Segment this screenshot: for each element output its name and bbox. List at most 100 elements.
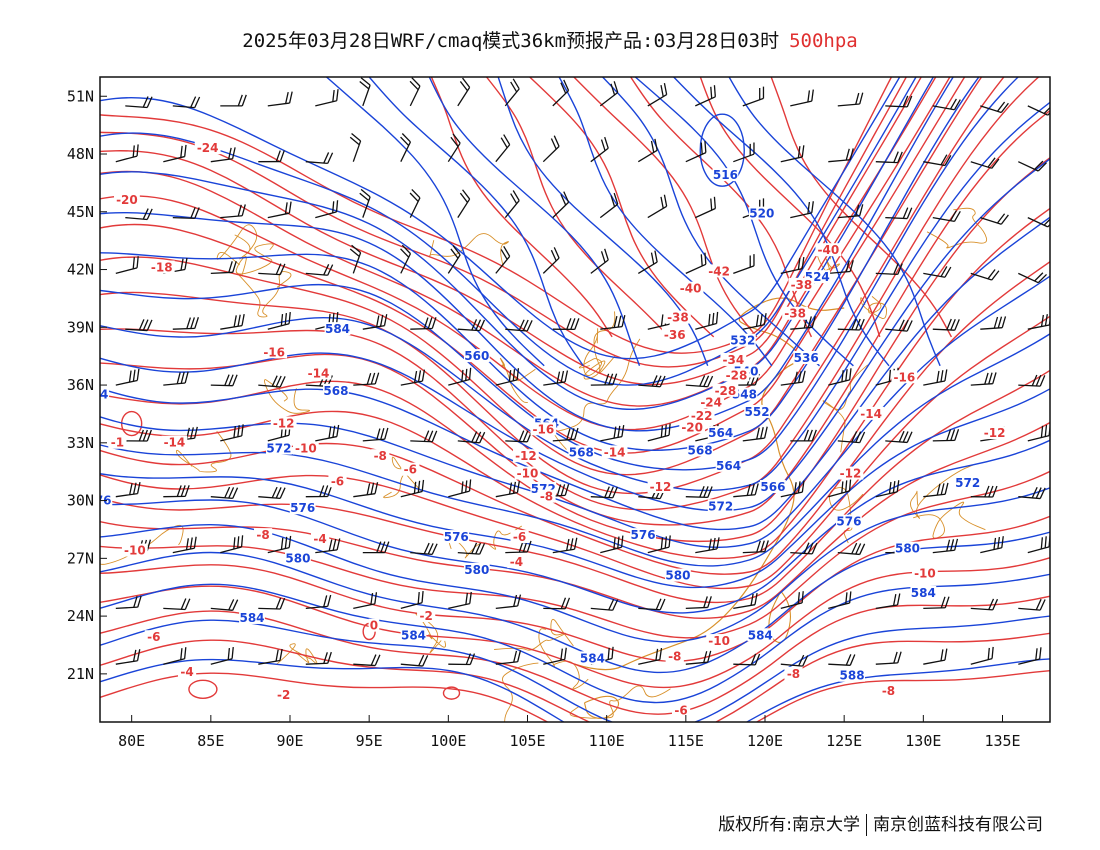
lon-tick-label: 90E (276, 732, 303, 750)
wind-barb (980, 316, 1007, 330)
wind-barb (923, 482, 949, 498)
wind-barb (353, 482, 379, 498)
wind-barb-shape (125, 429, 152, 442)
wind-barb-feather (384, 427, 389, 440)
wind-barb-feather (275, 263, 282, 275)
wind-barb (457, 431, 486, 444)
temperature-label-bg (679, 420, 706, 434)
wind-barb-feather (756, 427, 760, 440)
wind-barb-shape (875, 593, 901, 610)
wind-barb-shape (315, 424, 340, 442)
wind-barb (400, 590, 424, 610)
wind-barb-shape (780, 256, 805, 275)
wind-barb-feather (383, 314, 388, 326)
wind-barb (552, 318, 580, 331)
wind-barb-feather (1031, 374, 1038, 387)
wind-barb-shape (695, 196, 716, 219)
wind-barb-feather (902, 431, 909, 443)
wind-barb (220, 535, 244, 554)
wind-barb-feather (503, 134, 511, 145)
wind-barb-feather (500, 137, 508, 149)
wind-barb-feather (660, 85, 664, 97)
temperature-label: -10 (708, 634, 730, 648)
wind-barb-feather (811, 89, 814, 102)
temperature-label: -20 (681, 420, 703, 434)
wind-barb (828, 591, 852, 610)
wind-barb-shape (305, 264, 334, 276)
wind-barb-feather (190, 96, 197, 108)
lon-tick-label: 120E (747, 732, 783, 750)
wind-barb-feather (703, 486, 709, 498)
wind-barb (362, 541, 390, 554)
wind-barb (210, 647, 234, 665)
wind-barb-feather (759, 88, 761, 100)
wind-barb-feather (569, 538, 574, 550)
wind-barb-feather (400, 248, 410, 258)
wind-barb-feather (896, 480, 900, 492)
temperature-label-bg (417, 609, 436, 623)
wind-barb-feather (328, 539, 333, 552)
temperature-label-bg (261, 345, 288, 359)
wind-barb-shape (885, 319, 913, 332)
wind-barb (970, 485, 998, 498)
wind-barb-feather (950, 318, 956, 331)
taiwan-outline (768, 590, 792, 644)
wind-barb-feather (526, 320, 533, 332)
wind-barb-feather (423, 430, 430, 442)
wind-barb (1018, 647, 1042, 665)
wind-barb-shape (220, 313, 245, 330)
wind-barb-feather (422, 655, 429, 667)
wind-barb (258, 263, 286, 276)
wind-barb (695, 311, 719, 330)
wind-barb-feather (232, 260, 237, 273)
wind-barb-feather (798, 654, 805, 667)
temperature-label-bg (879, 684, 898, 698)
temperature-label: -6 (404, 463, 417, 477)
wind-barb-feather (475, 431, 482, 443)
wind-barb-shape (267, 91, 293, 107)
wind-barb-feather (617, 425, 621, 438)
wind-barb-feather (946, 429, 952, 441)
wind-barb-feather (611, 646, 614, 659)
wind-barb (590, 486, 618, 499)
wind-barb-feather (855, 431, 862, 443)
wind-barb-shape (172, 207, 200, 220)
wind-barb-feather (332, 201, 335, 213)
wind-barb-staff (305, 662, 328, 665)
wind-barb-feather (479, 319, 486, 331)
wind-barb-feather (241, 94, 247, 107)
wind-barb-feather (1000, 102, 1009, 113)
wind-barb-shape (495, 480, 520, 498)
wind-barb-feather (664, 536, 667, 549)
height-contour-line (100, 77, 980, 452)
temperature-label: -1 (111, 436, 124, 450)
wind-barb-feather (1044, 536, 1047, 548)
wind-barb-feather (275, 375, 282, 387)
wind-barb-shape (353, 654, 381, 667)
wind-barb-feather (240, 535, 244, 548)
wind-barb-shape (315, 200, 339, 219)
temperature-label-bg (328, 474, 347, 488)
boundary-line (502, 662, 539, 722)
wind-barb (220, 204, 246, 219)
wind-barb-shape (258, 150, 285, 163)
wind-barb (733, 593, 758, 610)
wind-barb-feather (510, 81, 518, 93)
wind-barb (980, 213, 1009, 225)
height-label-bg (894, 541, 921, 555)
wind-barb-feather (565, 538, 570, 551)
wind-barb-feather (801, 145, 805, 158)
boundary-line (828, 487, 864, 544)
temperature-label-bg (712, 383, 739, 397)
wind-barb-feather (898, 319, 905, 331)
wind-barb (552, 427, 579, 442)
wind-barb-feather (987, 157, 996, 168)
wind-barb-shape (163, 598, 191, 611)
wind-barb-feather (503, 245, 511, 257)
wind-barb-feather (180, 485, 186, 497)
wind-barb-shape (125, 208, 153, 221)
wind-barb-feather (450, 248, 459, 259)
wind-barb (267, 535, 292, 554)
wind-barb-feather (366, 372, 372, 385)
temperature-label-bg (368, 618, 380, 632)
